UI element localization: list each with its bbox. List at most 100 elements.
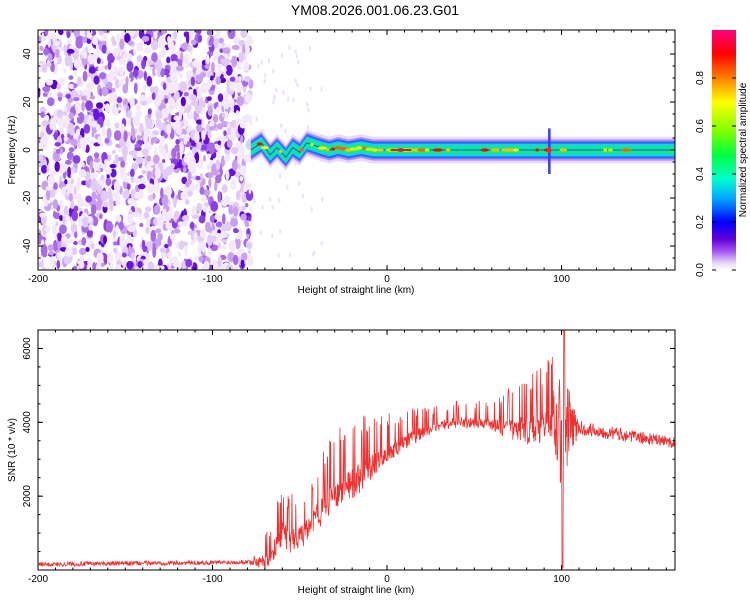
heatmap-cell: [161, 194, 169, 206]
heatmap-cell: [86, 228, 94, 238]
heatmap-cell: [152, 246, 157, 259]
heatmap-cell: [220, 58, 226, 64]
heatmap-cell: [139, 123, 144, 134]
heatmap-cell: [171, 237, 175, 242]
heatmap-cell: [221, 200, 229, 207]
heatmap-cell: [210, 61, 215, 74]
heatmap-cell: [66, 48, 75, 54]
heatmap-cell: [297, 59, 300, 65]
heatmap-cell: [180, 190, 189, 202]
heatmap-cell: [47, 244, 54, 252]
colorbar-ticks: 0.0 0.2 0.4 0.6 0.8: [695, 71, 736, 277]
heatmap-cell: [46, 78, 54, 86]
heatmap-cell: [50, 255, 55, 268]
heatmap-cell: [88, 224, 93, 231]
heatmap-cell: [58, 224, 67, 235]
x-tick-label: -200: [28, 574, 48, 585]
heatmap-cell: [239, 187, 244, 194]
heatmap-cell: [166, 123, 172, 136]
heatmap-cell: [160, 135, 166, 143]
heatmap-cell: [38, 154, 44, 163]
heatmap-cell: [65, 113, 69, 126]
heatmap-cell: [330, 147, 336, 151]
heatmap-cell: [99, 142, 104, 148]
heatmap-cell: [238, 75, 242, 83]
heatmap-cell: [59, 214, 64, 221]
heatmap-cell: [85, 100, 94, 111]
heatmap-cell: [186, 112, 194, 120]
heatmap-cell: [89, 139, 94, 145]
heatmap-cell: [255, 116, 258, 122]
heatmap-cell: [114, 78, 121, 89]
heatmap-cell: [40, 111, 45, 118]
heatmap-cell: [45, 62, 51, 67]
heatmap-cell: [160, 187, 164, 199]
heatmap-cell: [233, 228, 239, 234]
heatmap-cell: [145, 116, 149, 126]
heatmap-cell: [57, 239, 62, 252]
heatmap-cell: [103, 30, 111, 34]
heatmap-cell: [267, 58, 271, 64]
heatmap-cell: [259, 230, 263, 236]
heatmap-cell: [105, 168, 112, 175]
heatmap-cell: [65, 246, 73, 258]
heatmap-cell: [127, 213, 134, 224]
heatmap-cell: [172, 261, 181, 268]
heatmap-cell: [146, 75, 153, 87]
heatmap-cell: [53, 131, 58, 141]
heatmap-cell: [355, 146, 363, 150]
heatmap-cell: [205, 53, 210, 65]
y-tick-label: 4000: [22, 411, 33, 434]
heatmap-cell: [142, 258, 149, 270]
heatmap-cell: [161, 121, 167, 132]
heatmap-cell: [115, 224, 119, 235]
x-tick-label: 0: [384, 274, 390, 285]
heatmap-cell: [191, 214, 200, 220]
heatmap-cell: [243, 182, 252, 189]
heatmap-cell: [150, 40, 159, 51]
heatmap-cell: [217, 140, 221, 145]
y-tick-label: 0: [22, 147, 33, 153]
heatmap-cell: [212, 113, 219, 123]
heatmap-cell: [48, 173, 55, 185]
heatmap-cell: [246, 255, 254, 267]
heatmap-cell: [134, 143, 141, 149]
heatmap-cell: [117, 146, 123, 153]
heatmap-cell: [132, 115, 141, 127]
heatmap-cell: [248, 189, 252, 195]
heatmap-cell: [227, 122, 231, 129]
heatmap-cell: [63, 136, 69, 142]
heatmap-cell: [39, 106, 47, 114]
heatmap-cell: [274, 87, 278, 93]
heatmap-cell: [63, 68, 67, 73]
heatmap-cell: [242, 64, 249, 72]
heatmap-cell: [73, 57, 81, 69]
heatmap-cell: [232, 254, 239, 266]
heatmap-cell: [99, 87, 103, 97]
heatmap-cell: [238, 145, 245, 156]
heatmap-cell: [288, 45, 291, 51]
heatmap-cell: [59, 77, 65, 86]
heatmap-cell: [68, 83, 74, 89]
heatmap-cell: [376, 148, 384, 152]
heatmap-cell: [162, 158, 166, 164]
heatmap-cell: [73, 265, 78, 270]
heatmap-cell: [46, 97, 55, 107]
heatmap-cell: [229, 98, 235, 108]
heatmap-cell: [151, 92, 156, 100]
heatmap-cell: [90, 204, 97, 215]
heatmap-cell: [156, 63, 162, 73]
heatmap-cell: [176, 161, 182, 168]
heatmap-cell: [113, 180, 121, 193]
heatmap-cell: [215, 76, 221, 85]
heatmap-cell: [170, 71, 178, 83]
heatmap-cell: [186, 127, 191, 133]
heatmap-cell: [42, 92, 48, 97]
heatmap-cell: [117, 157, 124, 162]
heatmap-cell: [240, 259, 245, 268]
heatmap-cell: [202, 155, 206, 162]
heatmap-cell: [208, 126, 216, 131]
heatmap-cell: [197, 244, 203, 252]
heatmap-cell: [93, 157, 101, 163]
heatmap-cell: [231, 146, 239, 155]
